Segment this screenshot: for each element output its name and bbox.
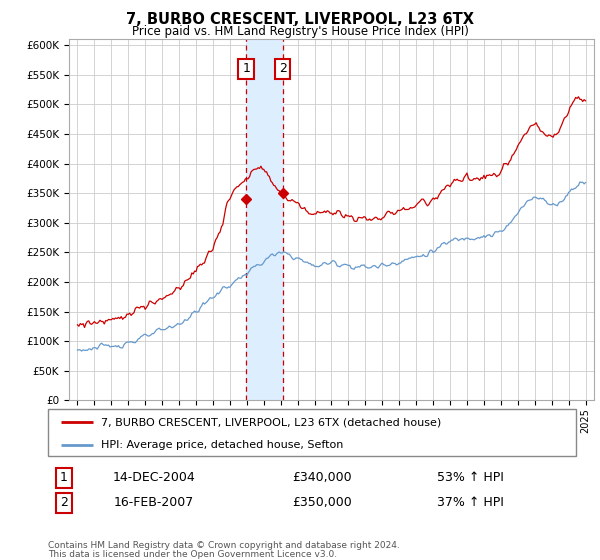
Text: 53% ↑ HPI: 53% ↑ HPI (437, 472, 504, 484)
Text: £340,000: £340,000 (293, 472, 352, 484)
Text: Contains HM Land Registry data © Crown copyright and database right 2024.: Contains HM Land Registry data © Crown c… (48, 542, 400, 550)
Text: 7, BURBO CRESCENT, LIVERPOOL, L23 6TX (detached house): 7, BURBO CRESCENT, LIVERPOOL, L23 6TX (d… (101, 417, 441, 427)
Text: 14-DEC-2004: 14-DEC-2004 (112, 472, 195, 484)
Text: 16-FEB-2007: 16-FEB-2007 (113, 496, 194, 510)
Text: HPI: Average price, detached house, Sefton: HPI: Average price, detached house, Seft… (101, 440, 343, 450)
FancyBboxPatch shape (48, 409, 576, 456)
Text: £350,000: £350,000 (293, 496, 352, 510)
Text: 2: 2 (279, 62, 287, 75)
Text: 2: 2 (60, 496, 68, 510)
Text: 37% ↑ HPI: 37% ↑ HPI (437, 496, 504, 510)
Text: Price paid vs. HM Land Registry's House Price Index (HPI): Price paid vs. HM Land Registry's House … (131, 25, 469, 38)
Text: This data is licensed under the Open Government Licence v3.0.: This data is licensed under the Open Gov… (48, 550, 337, 559)
Text: 1: 1 (60, 472, 68, 484)
Bar (246, 39, 283, 400)
Text: 1: 1 (242, 62, 250, 75)
Text: 7, BURBO CRESCENT, LIVERPOOL, L23 6TX: 7, BURBO CRESCENT, LIVERPOOL, L23 6TX (126, 12, 474, 27)
